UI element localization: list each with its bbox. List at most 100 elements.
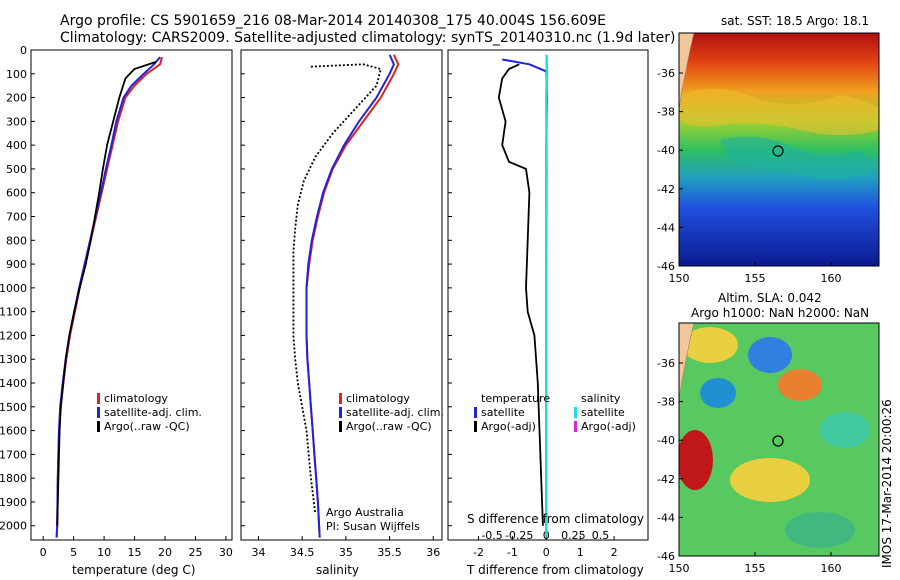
series-line-salinity-3 — [305, 54, 400, 538]
map-y-tick-label: -38 — [657, 396, 675, 409]
depth-tick-label: 1200 — [0, 329, 27, 342]
credit-line1: Argo Australia — [326, 506, 404, 519]
map-y-tick-label: -42 — [657, 183, 675, 196]
s-tick-label: -0.25 — [505, 529, 533, 542]
sst-map-frame — [678, 32, 880, 267]
map-y-tick-label: -36 — [657, 357, 675, 370]
legend-label-satellite: satellite-adj. clim. — [346, 406, 444, 419]
coastline — [679, 33, 695, 111]
map-x-tick-label: 150 — [669, 272, 690, 285]
x-tick-label: -2 — [473, 546, 484, 559]
sla-low-1 — [748, 337, 792, 373]
map-x-tick-label: 155 — [745, 562, 766, 575]
x-tick-label: 1 — [577, 546, 584, 559]
sla-map-frame — [678, 322, 880, 557]
x-tick-label: 36 — [426, 546, 440, 559]
figure-title-line2: Climatology: CARS2009. Satellite-adjuste… — [60, 30, 675, 46]
map-x-tick-label: 150 — [669, 562, 690, 575]
legend-label-satellite: satellite-adj. clim. — [104, 406, 202, 419]
sla-high-3 — [679, 430, 713, 490]
map-x-tick-label: 160 — [821, 272, 842, 285]
legend-label-t-argo: Argo(-adj) — [481, 420, 536, 433]
depth-tick-label: 1700 — [0, 448, 27, 461]
map-y-tick-label: -38 — [657, 106, 675, 119]
map-y-tick-label: -44 — [657, 511, 675, 524]
x-tick-label: 34.5 — [290, 546, 315, 559]
temperature-xlabel: temperature (deg C) — [72, 563, 195, 577]
x-tick-label: 34 — [251, 546, 265, 559]
legend-swatch-t-satellite — [474, 407, 477, 418]
depth-tick-label: 1000 — [0, 282, 27, 295]
sst-eddy-patch — [720, 136, 879, 179]
salinity-xlabel: salinity — [316, 563, 359, 577]
legend-swatch-s-satellite — [574, 407, 577, 418]
x-tick-label: 30 — [219, 546, 233, 559]
map-x-tick-label: 155 — [745, 272, 766, 285]
legend-label-argo: Argo(..raw -QC) — [346, 420, 432, 433]
series-line-difference-7 — [497, 63, 544, 526]
x-tick-label: 35.5 — [377, 546, 402, 559]
x-tick-label: 2 — [611, 546, 618, 559]
map-y-tick-label: -44 — [657, 221, 675, 234]
sla-high-4 — [730, 458, 810, 502]
map-y-tick-label: -36 — [657, 67, 675, 80]
legend-label-t-satellite: satellite — [481, 406, 525, 419]
difference-xlabel: T difference from climatology — [466, 563, 644, 577]
legend-swatch-climatology — [339, 393, 342, 404]
x-tick-label: 5 — [70, 546, 77, 559]
legend-label-s-argo: Argo(-adj) — [581, 420, 636, 433]
temperature-x-axis: 0 5 10 15 20 25 30 — [40, 536, 233, 559]
difference-legend: temperature salinity satellite Argo(-adj… — [474, 392, 636, 433]
map-y-tick-label: -46 — [657, 550, 675, 563]
depth-tick-label: 1600 — [0, 425, 27, 438]
sla-low-3 — [820, 412, 870, 448]
depth-tick-label: 2000 — [0, 520, 27, 533]
sla-map-title-line2: Argo h1000: NaN h2000: NaN — [691, 306, 869, 320]
legend-label-argo: Argo(..raw -QC) — [104, 420, 190, 433]
depth-tick-label: 600 — [6, 187, 27, 200]
depth-tick-label: 700 — [6, 211, 27, 224]
profile-series — [55, 54, 549, 538]
legend-title-temperature: temperature — [481, 392, 550, 405]
sla-map — [679, 323, 879, 556]
difference-axes — [447, 49, 649, 541]
sla-high-2 — [778, 369, 822, 401]
depth-tick-label: 1400 — [0, 377, 27, 390]
x-tick-label: 35 — [339, 546, 353, 559]
difference-x-axis: -2 -1 0 1 2-0.5 -0.25 0 0.25 0.5 — [473, 529, 618, 559]
legend-swatch-climatology — [97, 393, 100, 404]
depth-tick-label: 300 — [6, 115, 27, 128]
depth-tick-label: 0 — [20, 44, 27, 57]
sst-warm-patch — [679, 88, 879, 135]
sla-low-2 — [700, 378, 736, 408]
series-line-temperature-1 — [55, 56, 161, 538]
x-tick-label: 0 — [40, 546, 47, 559]
depth-axis: 0 100 200 300 400 500 600 700 800 900 1000 1100 1200… — [0, 44, 452, 533]
sla-map-title-line1: Altim. SLA: 0.042 — [718, 291, 822, 305]
salinity-axes — [240, 49, 443, 541]
map-y-tick-label: -42 — [657, 473, 675, 486]
credit-line2: PI: Susan Wijffels — [326, 520, 420, 533]
x-tick-label: 15 — [128, 546, 142, 559]
map-x-tick-label: 160 — [821, 562, 842, 575]
s-tick-label: -0.5 — [481, 529, 502, 542]
series-line-salinity-5 — [292, 63, 382, 514]
depth-tick-label: 500 — [6, 163, 27, 176]
depth-tick-label: 400 — [6, 139, 27, 152]
figure-title-line1: Argo profile: CS 5901659_216 08-Mar-2014… — [60, 13, 606, 29]
depth-tick-label: 800 — [6, 234, 27, 247]
x-tick-label: 0 — [543, 546, 550, 559]
coastline — [679, 323, 695, 401]
legend-swatch-argo — [339, 421, 342, 432]
legend-label-s-satellite: satellite — [581, 406, 625, 419]
map-y-tick-label: -40 — [657, 434, 675, 447]
depth-tick-label: 1900 — [0, 496, 27, 509]
depth-tick-label: 100 — [6, 68, 27, 81]
s-tick-label: 0.25 — [561, 529, 586, 542]
salinity-legend: climatology satellite-adj. clim. Argo(..… — [339, 392, 444, 433]
legend-swatch-s-argo — [574, 421, 577, 432]
series-line-temperature-2 — [56, 61, 157, 526]
x-tick-label: 25 — [188, 546, 202, 559]
legend-swatch-satellite — [339, 407, 342, 418]
